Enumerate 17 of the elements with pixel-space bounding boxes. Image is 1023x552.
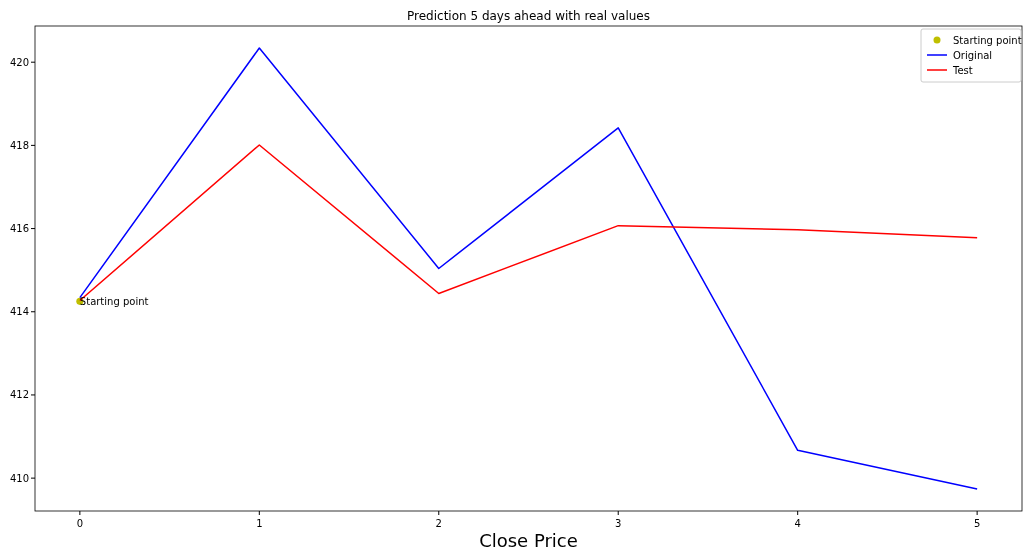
- x-tick-label: 1: [256, 518, 263, 529]
- legend-label: Original: [953, 49, 993, 61]
- x-axis-title: Close Price: [479, 530, 578, 551]
- x-tick-label: 3: [615, 518, 622, 529]
- x-tick-label: 5: [973, 518, 981, 529]
- x-tick-label: 2: [435, 518, 442, 529]
- x-tick-label: 0: [76, 518, 84, 529]
- chart-title: Prediction 5 days ahead with real values: [407, 9, 650, 23]
- x-tick-label: 4: [794, 518, 801, 529]
- y-tick-label: 418: [9, 139, 29, 151]
- y-tick-label: 410: [9, 472, 29, 484]
- y-tick-label: 414: [9, 306, 29, 318]
- y-tick-label: 412: [9, 389, 29, 401]
- y-tick-label: 416: [9, 223, 29, 235]
- legend-label: Test: [952, 64, 973, 76]
- y-tick-label: 420: [9, 56, 29, 68]
- legend-label: Starting point: [953, 34, 1022, 46]
